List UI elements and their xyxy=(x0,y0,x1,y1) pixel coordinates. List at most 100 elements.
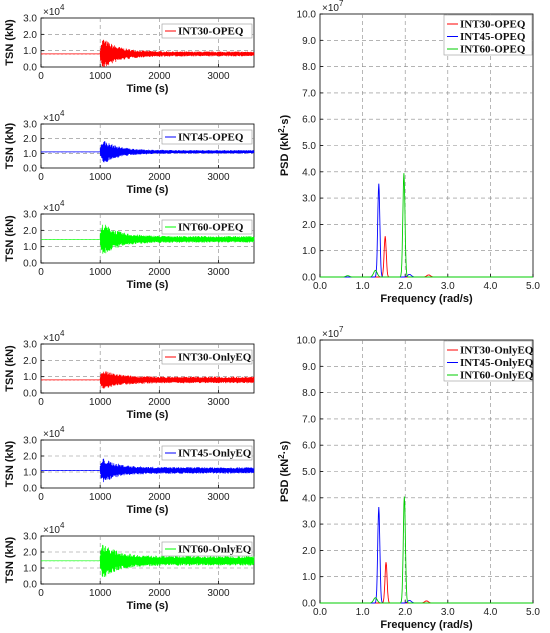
x-axis-label: Time (s) xyxy=(127,600,169,612)
x-tick-label: 3000 xyxy=(207,172,230,183)
y-tick-label: 3.0 xyxy=(23,436,37,447)
x-axis-label: Time (s) xyxy=(127,409,169,421)
x-axis-label: Time (s) xyxy=(127,279,169,291)
x-tick-label: 0 xyxy=(38,71,44,82)
legend-label: INT30-OnlyEQ xyxy=(178,352,252,364)
x-tick-label: 3000 xyxy=(207,588,230,599)
x-tick-label: 1000 xyxy=(89,267,112,278)
y-tick-label: 1.0 xyxy=(23,468,37,479)
legend: INT30-OnlyEQINT45-OnlyEQINT60-OnlyEQ xyxy=(444,341,534,382)
y-tick-label: 7.0 xyxy=(302,414,316,425)
axis-multiplier: ×107 xyxy=(322,0,344,14)
y-tick-label: 4.0 xyxy=(302,167,316,178)
y-tick-label: 0.0 xyxy=(23,164,37,175)
x-tick-label: 3.0 xyxy=(441,281,455,292)
multiplier-exponent: 4 xyxy=(60,521,65,530)
y-tick-label: 7.0 xyxy=(302,88,316,99)
legend-label: INT45-OPEQ xyxy=(178,132,244,144)
x-tick-label: 0 xyxy=(38,492,44,503)
legend: INT30-OPEQINT45-OPEQINT60-OPEQ xyxy=(444,15,532,56)
axis-multiplier: ×104 xyxy=(43,109,65,124)
x-tick-label: 2000 xyxy=(148,397,171,408)
x-tick-label: 0 xyxy=(38,267,44,278)
y-tick-label: 3.0 xyxy=(302,194,316,205)
y-tick-label: 0.0 xyxy=(23,63,37,74)
y-tick-label: 5.0 xyxy=(302,141,316,152)
y-axis-label: TSN (kN) xyxy=(4,19,16,66)
x-tick-label: 5.0 xyxy=(526,281,540,292)
axis-multiplier: ×104 xyxy=(43,329,65,344)
y-tick-label: 8.0 xyxy=(302,62,316,73)
y-tick-label: 2.0 xyxy=(23,226,37,237)
multiplier-base: ×10 xyxy=(43,333,60,344)
legend: INT45-OPEQ xyxy=(162,130,252,144)
y-tick-label: 3.0 xyxy=(23,340,37,351)
legend-label: INT45-OPEQ xyxy=(460,31,526,43)
y-tick-label: 9.0 xyxy=(302,36,316,47)
x-tick-label: 2000 xyxy=(148,588,171,599)
ts5-chart: 01000200030000.01.02.03.0×104Time (s)TSN… xyxy=(4,425,254,516)
y-tick-label: 1.0 xyxy=(23,564,37,575)
legend-label: INT60-OnlyEQ xyxy=(460,370,534,382)
legend-label: INT45-OnlyEQ xyxy=(178,448,252,460)
y-tick-label: 2.0 xyxy=(302,546,316,557)
y-tick-label: 9.0 xyxy=(302,362,316,373)
y-tick-label: 4.0 xyxy=(302,493,316,504)
x-tick-label: 1000 xyxy=(89,588,112,599)
ylabel-main: PSD (kN xyxy=(279,133,291,176)
x-tick-label: 4.0 xyxy=(483,281,497,292)
y-tick-label: 0.0 xyxy=(23,259,37,270)
legend-label: INT30-OPEQ xyxy=(460,19,526,31)
y-tick-label: 1.0 xyxy=(23,242,37,253)
multiplier-exponent: 4 xyxy=(60,109,65,118)
legend: INT30-OPEQ xyxy=(162,24,252,38)
multiplier-base: ×10 xyxy=(322,3,339,14)
legend-label: INT60-OPEQ xyxy=(460,44,526,56)
legend: INT60-OPEQ xyxy=(162,220,252,234)
ylabel-main: PSD (kN xyxy=(279,459,291,502)
y-tick-label: 1.0 xyxy=(23,149,37,160)
y-tick-label: 3.0 xyxy=(23,210,37,221)
y-tick-label: 8.0 xyxy=(302,388,316,399)
x-tick-label: 4.0 xyxy=(483,607,497,618)
multiplier-base: ×10 xyxy=(43,203,60,214)
x-tick-label: 2000 xyxy=(148,172,171,183)
multiplier-base: ×10 xyxy=(43,7,60,18)
y-tick-label: 0.0 xyxy=(23,484,37,495)
x-tick-label: 2000 xyxy=(148,71,171,82)
x-tick-label: 1000 xyxy=(89,172,112,183)
legend-label: INT60-OPEQ xyxy=(178,222,244,234)
ts1-chart: 01000200030000.01.02.03.0×104Time (s)TSN… xyxy=(4,3,254,95)
x-tick-label: 3000 xyxy=(207,492,230,503)
y-tick-label: 1.0 xyxy=(23,46,37,57)
x-tick-label: 1000 xyxy=(89,492,112,503)
y-axis-label: TSN (kN) xyxy=(4,122,16,169)
multiplier-exponent: 4 xyxy=(60,425,65,434)
multiplier-base: ×10 xyxy=(43,113,60,124)
x-tick-label: 1000 xyxy=(89,397,112,408)
psd1-chart: 0.01.02.03.04.05.00.01.02.03.04.05.06.07… xyxy=(277,0,540,305)
multiplier-base: ×10 xyxy=(43,429,60,440)
y-tick-label: 6.0 xyxy=(302,441,316,452)
legend-label: INT60-OnlyEQ xyxy=(178,544,252,556)
legend: INT60-OnlyEQ xyxy=(162,542,252,556)
axis-multiplier: ×104 xyxy=(43,425,65,440)
x-tick-label: 3000 xyxy=(207,267,230,278)
ts3-chart: 01000200030000.01.02.03.0×104Time (s)TSN… xyxy=(4,199,254,291)
y-tick-label: 3.0 xyxy=(302,520,316,531)
x-axis-label: Frequency (rad/s) xyxy=(380,619,473,631)
psd2-chart: 0.01.02.03.04.05.00.01.02.03.04.05.06.07… xyxy=(277,325,540,631)
y-tick-label: 2.0 xyxy=(23,452,37,463)
y-tick-label: 10.0 xyxy=(297,336,317,347)
y-axis-label: TSN (kN) xyxy=(4,536,16,583)
y-tick-label: 1.0 xyxy=(302,572,316,583)
x-tick-label: 1.0 xyxy=(356,607,370,618)
y-tick-label: 2.0 xyxy=(302,220,316,231)
multiplier-exponent: 7 xyxy=(339,0,344,8)
y-tick-label: 2.0 xyxy=(23,30,37,41)
x-axis-label: Time (s) xyxy=(127,504,169,516)
y-tick-label: 2.0 xyxy=(23,134,37,145)
y-tick-label: 5.0 xyxy=(302,467,316,478)
multiplier-exponent: 4 xyxy=(60,329,65,338)
